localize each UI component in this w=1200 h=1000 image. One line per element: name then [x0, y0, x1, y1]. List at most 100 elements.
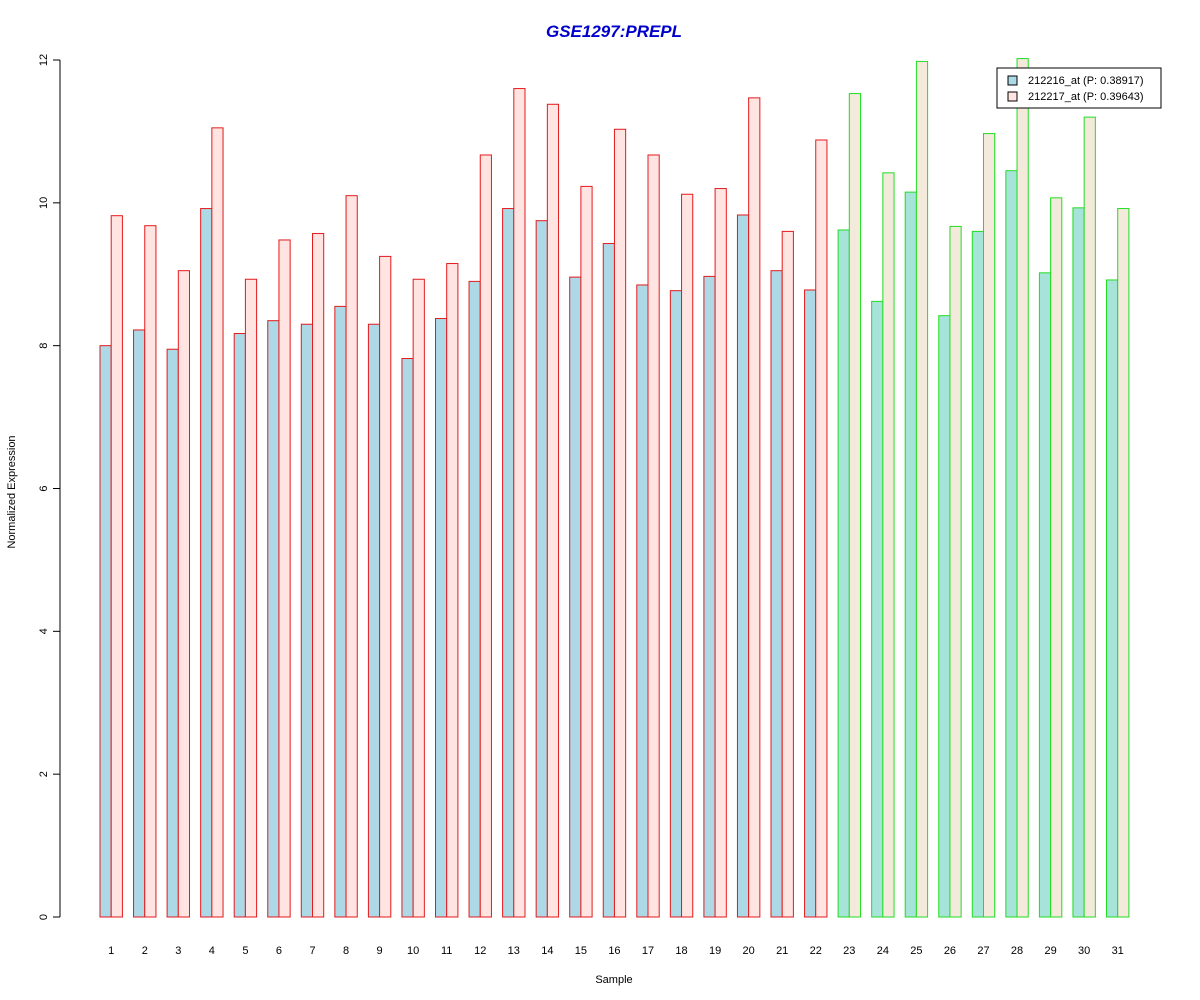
- bar-212216: [200, 208, 213, 918]
- bar-212216: [971, 230, 984, 918]
- x-tick-label: 12: [474, 945, 486, 957]
- bar-212217: [915, 60, 929, 918]
- bar-212217: [1083, 116, 1096, 918]
- bar-212217: [714, 188, 727, 918]
- bar-212216: [871, 300, 884, 918]
- y-tick-label: 2: [38, 771, 50, 777]
- bar-212217: [983, 133, 996, 918]
- x-tick-label: 21: [776, 945, 788, 957]
- x-tick-label: 27: [977, 945, 989, 957]
- x-tick-label: 26: [944, 945, 956, 957]
- x-tick-label: 23: [843, 945, 855, 957]
- bar-212216: [535, 220, 548, 918]
- y-tick-label: 0: [38, 914, 50, 920]
- x-tick-label: 31: [1112, 945, 1124, 957]
- bar-212217: [479, 154, 492, 918]
- x-tick-label: 22: [810, 945, 822, 957]
- bar-212217: [379, 255, 392, 918]
- bar-212216: [435, 318, 448, 918]
- bar-212216: [837, 229, 850, 918]
- bar-212216: [703, 275, 716, 918]
- x-tick-label: 9: [377, 945, 383, 957]
- x-tick-label: 8: [343, 945, 349, 957]
- x-tick-label: 15: [575, 945, 587, 957]
- bar-212217: [211, 127, 224, 918]
- legend-swatch: [1007, 91, 1018, 102]
- x-tick-label: 17: [642, 945, 654, 957]
- bar-212217: [244, 278, 258, 918]
- x-tick-label: 29: [1044, 945, 1056, 957]
- bar-212217: [613, 128, 627, 918]
- bar-212217: [781, 230, 794, 918]
- x-tick-label: 1: [108, 945, 114, 957]
- x-tick-label: 19: [709, 945, 721, 957]
- x-tick-label: 4: [209, 945, 215, 957]
- bars: [99, 58, 1130, 918]
- legend-label: 212216_at (P: 0.38917): [1028, 75, 1144, 87]
- x-tick-label: 6: [276, 945, 282, 957]
- bar-212217: [882, 172, 895, 918]
- bar-212217: [949, 225, 962, 918]
- bar-212217: [815, 139, 828, 918]
- y-tick-label: 10: [38, 197, 50, 209]
- bar-212216: [267, 320, 280, 918]
- bar-212216: [401, 358, 414, 918]
- chart-title: GSE1297:PREPL: [546, 22, 682, 41]
- x-axis-label: Sample: [595, 974, 632, 986]
- legend: 212216_at (P: 0.38917) 212217_at (P: 0.39…: [996, 67, 1162, 109]
- x-tick-label: 16: [608, 945, 620, 957]
- y-tick-label: 12: [38, 54, 50, 66]
- bar-212217: [1050, 197, 1063, 918]
- x-tick-label: 30: [1078, 945, 1090, 957]
- x-tick-label: 25: [910, 945, 922, 957]
- bar-212217: [412, 278, 425, 918]
- bar-212217: [681, 193, 694, 918]
- legend-label: 212217_at (P: 0.39643): [1028, 91, 1144, 103]
- bar-212217: [177, 270, 191, 918]
- bar-212216: [1106, 279, 1119, 918]
- legend-box: [996, 67, 1162, 109]
- bar-212217: [345, 195, 358, 918]
- bar-212216: [669, 290, 683, 918]
- bar-212216: [300, 323, 313, 918]
- x-tick-label: 3: [175, 945, 181, 957]
- bar-212216: [133, 329, 146, 918]
- bar-212217: [1016, 58, 1029, 918]
- bar-212216: [502, 208, 515, 918]
- y-axis-label: Normalized Expression: [6, 435, 18, 548]
- x-tick-label: 5: [242, 945, 248, 957]
- bar-212216: [166, 348, 179, 918]
- bar-212216: [736, 214, 750, 918]
- y-axis: 0 2 4 6 8 10 12: [38, 54, 61, 920]
- bar-212217: [513, 88, 526, 918]
- x-tick-label: 11: [441, 945, 452, 957]
- bar-212216: [468, 280, 481, 918]
- bar-212217: [144, 225, 157, 918]
- x-tick-labels: 1 2 3 4 5 6 7 8 9 10 11 12 13 14 15 16 17 18 19 20 21 22 23 24 2…: [108, 945, 1124, 957]
- bar-212217: [580, 185, 593, 918]
- bar-212217: [1117, 208, 1130, 918]
- bar-212217: [278, 239, 291, 918]
- y-tick-label: 4: [38, 628, 50, 634]
- bar-212216: [770, 270, 783, 918]
- bar-212216: [367, 323, 381, 918]
- bar-212217: [848, 93, 861, 918]
- x-tick-label: 2: [142, 945, 148, 957]
- x-tick-label: 7: [309, 945, 315, 957]
- x-tick-label: 14: [541, 945, 553, 957]
- legend-swatch: [1007, 75, 1018, 86]
- bar-212216: [99, 345, 112, 918]
- bar-212216: [602, 243, 615, 918]
- bar-212217: [110, 215, 123, 918]
- y-tick-label: 6: [38, 485, 50, 491]
- bar-212216: [334, 305, 347, 918]
- x-tick-label: 28: [1011, 945, 1023, 957]
- bar-212216: [938, 315, 951, 918]
- bar-212216: [804, 289, 817, 918]
- bar-212216: [904, 191, 917, 918]
- bar-212216: [636, 284, 649, 918]
- y-tick-label: 8: [38, 343, 50, 349]
- bar-212217: [748, 97, 761, 918]
- bar-212216: [1005, 170, 1018, 918]
